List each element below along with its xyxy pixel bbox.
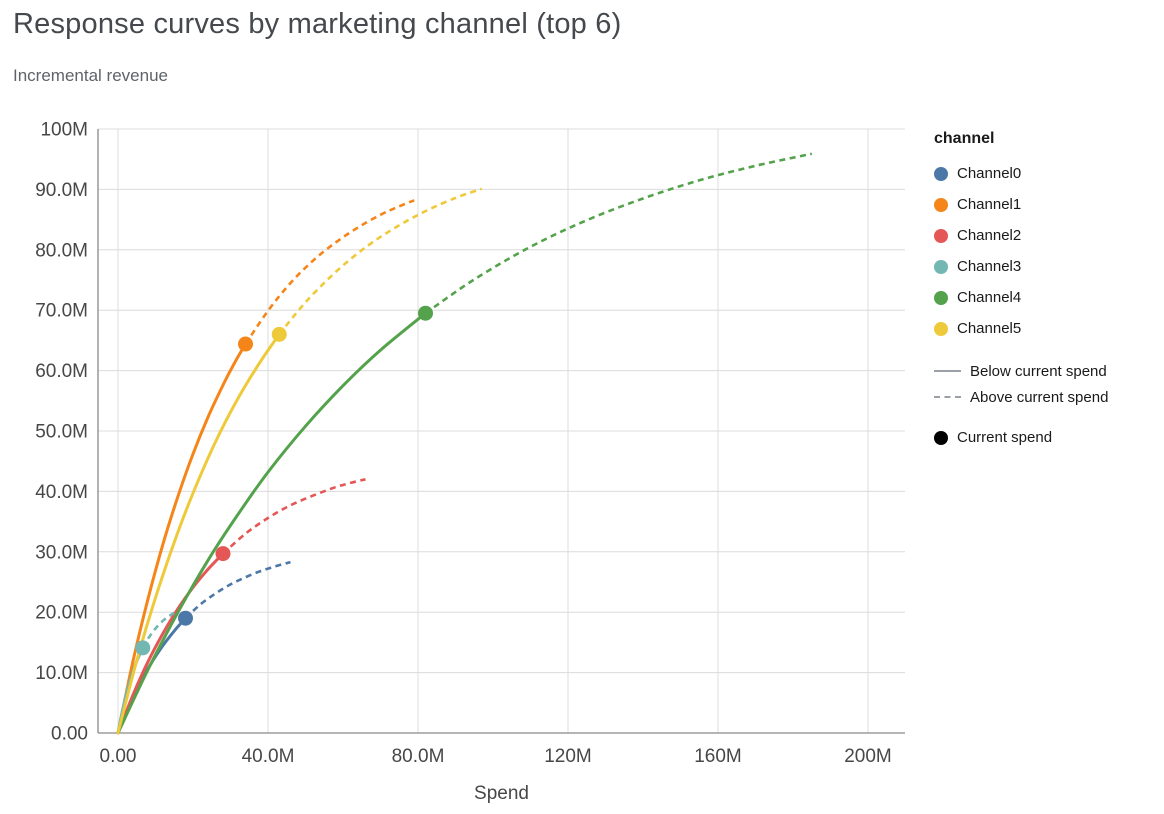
series-lines (116, 152, 813, 735)
current-spend-point-channel3 (135, 640, 151, 656)
legend-item-channel2: Channel2 (934, 220, 1164, 251)
chart-title: Response curves by marketing channel (to… (13, 8, 622, 40)
series-channel4-dashed (424, 152, 813, 315)
legend-item-channel1: Channel1 (934, 189, 1164, 220)
series-channel1-solid (116, 342, 247, 735)
y-tick-label: 60.0M (35, 361, 88, 382)
chart-plot-area: 0.00 10.0M 20.0M 30.0M 40.0M 50.0M 60.0M 70.0M 8… (35, 120, 905, 804)
legend-swatch-icon (934, 259, 948, 274)
current-spend-point-channel4 (418, 305, 433, 321)
legend-item-channel5: Channel5 (934, 313, 1164, 344)
legend-swatch-icon (934, 166, 948, 181)
current-spend-point-channel2 (215, 546, 231, 562)
legend-channel-items: Channel0 Channel1 Channel2 Channel3 Channel4… (934, 158, 1164, 344)
legend-swatch-icon (934, 228, 948, 243)
legend-item-channel3: Channel3 (934, 251, 1164, 282)
legend-title: channel (934, 130, 995, 147)
series-channel5-dashed (278, 187, 483, 336)
legend-item-label: Channel2 (957, 227, 1022, 244)
legend-linestyle-solid: Below current spend (934, 358, 1164, 384)
legend-current-spend-item: Current spend (934, 422, 1164, 453)
y-tick-label: 90.0M (35, 180, 88, 201)
legend-item-channel0: Channel0 (934, 158, 1164, 189)
y-tick-label: 20.0M (35, 603, 88, 624)
legend-linestyle-dashed: Above current spend (934, 384, 1164, 410)
x-tick-label: 40.0M (242, 746, 295, 767)
legend-line-style-items: Below current spend Above current spend (934, 358, 1164, 410)
chart-legend: channel Channel0 Channel1 Channel2 Channel3… (934, 130, 1164, 453)
x-tick-label: 120M (544, 746, 592, 767)
legend-item-label: Channel1 (957, 196, 1022, 213)
y-tick-label: 70.0M (35, 301, 88, 322)
x-tick-label: 0.00 (100, 746, 137, 767)
legend-current-spend-label: Current spend (957, 429, 1053, 446)
series-channel4-solid (116, 311, 427, 735)
gridlines (98, 128, 905, 734)
y-tick-label: 10.0M (35, 663, 88, 684)
y-tick-label: 30.0M (35, 542, 88, 563)
series-channel0-dashed (184, 560, 291, 620)
legend-swatch-icon (934, 290, 948, 305)
current-spend-point-channel1 (238, 336, 253, 352)
legend-linestyle-label: Above current spend (970, 388, 1109, 406)
legend-swatch-icon (934, 321, 948, 336)
legend-linestyle-label: Below current spend (970, 362, 1107, 380)
legend-item-label: Channel0 (957, 165, 1022, 182)
legend-item-label: Channel4 (957, 289, 1022, 306)
legend-swatch-icon (934, 197, 948, 212)
x-axis-title: Spend (474, 783, 529, 804)
y-tick-label: 100M (40, 120, 88, 141)
x-tick-label: 160M (694, 746, 742, 767)
axis-tick-labels: 0.00 10.0M 20.0M 30.0M 40.0M 50.0M 60.0M 70.0M 8… (35, 120, 892, 768)
x-tick-label: 200M (844, 746, 892, 767)
dashed-line-icon (934, 396, 961, 398)
y-tick-label: 50.0M (35, 422, 88, 443)
y-tick-label: 80.0M (35, 240, 88, 261)
series-channel1-dashed (244, 199, 415, 345)
x-tick-label: 80.0M (392, 746, 445, 767)
legend-item-channel4: Channel4 (934, 282, 1164, 313)
y-tick-label: 40.0M (35, 482, 88, 503)
current-spend-point-channel5 (271, 326, 287, 342)
current-spend-dot-icon (934, 430, 948, 445)
y-axis-subtitle: Incremental revenue (13, 66, 168, 85)
series-channel2-solid (116, 552, 225, 735)
legend-item-label: Channel3 (957, 258, 1022, 275)
solid-line-icon (934, 370, 961, 372)
series-channel2-dashed (222, 478, 366, 555)
axis-lines (97, 129, 905, 734)
current-spend-point-channel0 (178, 610, 193, 626)
legend-current-spend: Current spend (934, 422, 1164, 453)
y-tick-label: 0.00 (51, 724, 88, 745)
current-spend-points (135, 305, 433, 656)
legend-item-label: Channel5 (957, 320, 1022, 337)
